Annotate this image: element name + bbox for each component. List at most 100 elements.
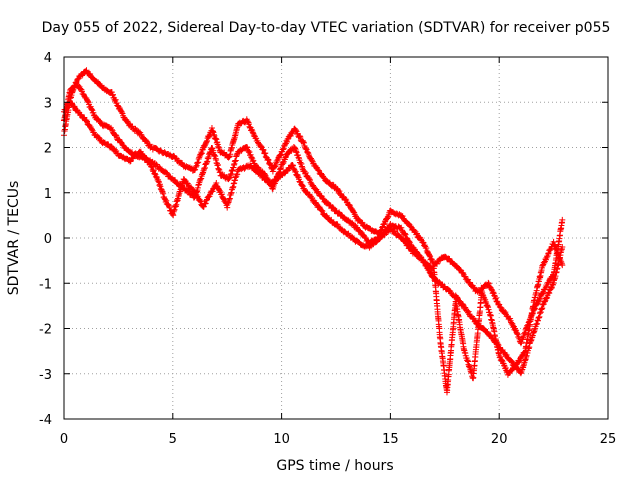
data-point: [426, 252, 433, 259]
data-point: [304, 149, 311, 156]
data-point: [518, 338, 525, 345]
data-point: [536, 296, 543, 303]
data-point: [303, 145, 310, 152]
data-point: [497, 304, 504, 311]
data-point: [137, 131, 144, 138]
data-point: [287, 132, 294, 139]
data-point: [278, 151, 285, 158]
data-point: [298, 182, 305, 189]
x-tick-label: 15: [382, 432, 399, 447]
data-point: [280, 160, 287, 167]
data-point: [153, 173, 160, 180]
data-point: [149, 163, 156, 170]
data-point: [269, 168, 276, 175]
data-point: [150, 167, 157, 174]
data-points: [61, 67, 566, 396]
data-point: [418, 236, 424, 243]
data-point: [302, 169, 309, 176]
data-point: [309, 157, 316, 164]
data-point: [502, 364, 509, 371]
y-tick-label: -1: [39, 277, 52, 292]
data-point: [294, 173, 301, 180]
data-point: [200, 203, 207, 210]
data-point: [401, 230, 408, 237]
data-point: [245, 147, 252, 154]
data-point: [522, 329, 529, 336]
data-point: [213, 179, 220, 186]
data-point: [423, 245, 430, 252]
data-point: [280, 146, 287, 153]
data-point: [384, 214, 391, 221]
data-point: [402, 231, 409, 238]
data-point: [517, 340, 524, 347]
data-point: [249, 129, 256, 136]
data-point: [80, 91, 87, 98]
data-point: [496, 303, 503, 310]
data-point: [289, 161, 296, 168]
data-point: [195, 156, 202, 163]
data-point: [356, 227, 363, 234]
data-point: [266, 161, 273, 168]
data-point: [542, 295, 549, 302]
grid-lines: [64, 57, 608, 419]
data-point: [521, 349, 528, 356]
data-point: [243, 143, 250, 150]
data-point: [544, 295, 551, 302]
data-point: [328, 216, 335, 223]
data-point: [151, 170, 158, 177]
data-point: [413, 230, 420, 237]
data-point: [296, 132, 303, 139]
data-point: [218, 191, 225, 198]
data-point: [453, 293, 460, 300]
data-point: [299, 182, 306, 189]
data-point: [428, 256, 435, 263]
data-point: [434, 260, 441, 267]
y-tick-label: -2: [39, 323, 52, 338]
x-tick-label: 25: [600, 432, 617, 447]
data-point: [297, 133, 304, 140]
data-point: [261, 150, 268, 157]
data-point: [335, 186, 342, 193]
data-point: [277, 152, 284, 159]
data-point: [246, 148, 253, 155]
data-point: [274, 157, 281, 164]
data-point: [549, 281, 556, 288]
data-point: [545, 250, 552, 257]
data-point: [84, 98, 91, 105]
data-point: [543, 283, 550, 290]
data-point: [292, 127, 299, 134]
data-point: [190, 188, 197, 195]
data-point: [83, 117, 90, 124]
data-point: [392, 228, 399, 235]
data-point: [546, 247, 553, 254]
data-point: [342, 196, 349, 203]
data-point: [541, 298, 548, 305]
data-point: [248, 154, 255, 161]
data-point: [109, 91, 116, 98]
data-point: [192, 166, 199, 173]
data-point: [311, 185, 318, 192]
data-point: [184, 180, 191, 187]
data-point: [130, 155, 137, 162]
data-point: [165, 202, 172, 209]
x-axis-title: GPS time / hours: [276, 458, 393, 474]
data-point: [118, 139, 125, 146]
data-point: [329, 204, 336, 211]
data-point: [312, 199, 319, 206]
data-point: [361, 233, 368, 240]
data-point: [485, 279, 492, 286]
x-tick-label: 20: [491, 432, 508, 447]
data-point: [545, 279, 552, 286]
data-point: [357, 228, 364, 235]
y-tick-label: 2: [44, 142, 52, 157]
data-point: [509, 358, 516, 365]
data-point: [346, 201, 353, 208]
data-point: [464, 276, 471, 283]
data-point: [143, 138, 150, 145]
data-point: [417, 235, 424, 242]
data-point: [250, 131, 257, 138]
data-point: [490, 289, 497, 296]
data-point: [258, 143, 265, 150]
data-point: [203, 138, 210, 145]
